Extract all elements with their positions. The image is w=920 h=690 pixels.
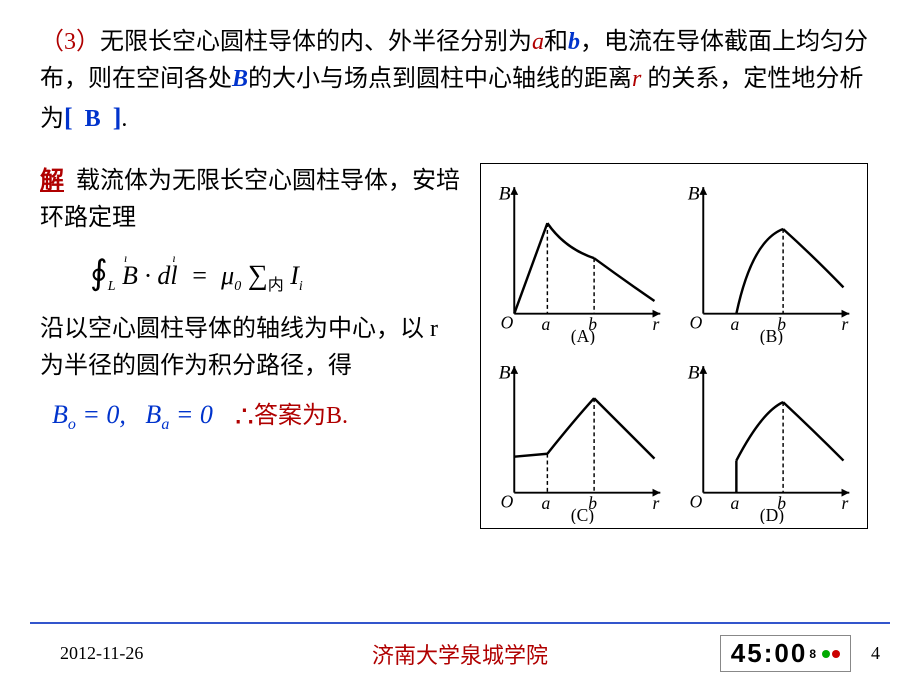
- svg-text:B: B: [688, 183, 700, 204]
- svg-text:r: r: [653, 314, 660, 334]
- solution-text-1: 解 载流体为无限长空心圆柱导体，安培环路定理: [40, 163, 466, 237]
- svg-text:(D): (D): [760, 505, 784, 524]
- svg-text:O: O: [501, 312, 514, 332]
- solution-label: 解: [40, 168, 64, 194]
- svg-text:r: r: [653, 493, 660, 513]
- svg-text:a: a: [542, 493, 551, 513]
- question-number: （3）: [40, 29, 100, 55]
- subplot-D: B O r a b (D): [676, 349, 861, 524]
- svg-text:B: B: [688, 363, 700, 384]
- timer-dot-green: [822, 650, 830, 658]
- svg-text:r: r: [842, 314, 849, 334]
- svg-text:B: B: [499, 363, 511, 384]
- svg-text:B: B: [499, 183, 511, 204]
- svg-text:(A): (A): [571, 326, 595, 345]
- svg-text:a: a: [731, 314, 740, 334]
- footer-timer: 45:008: [720, 635, 851, 672]
- conclusion: ∴答案为B.: [235, 395, 348, 431]
- footer-date: 2012-11-26: [60, 643, 143, 664]
- question-text: （3）无限长空心圆柱导体的内、外半径分别为a和b，电流在导体截面上均匀分布，则在…: [40, 24, 880, 139]
- footer: 2012-11-26 济南大学泉城学院 45:008 4: [30, 635, 890, 672]
- equation: L ıB · dıl = μ0 ∑内 Ii: [90, 253, 466, 295]
- svg-text:a: a: [542, 314, 551, 334]
- svg-text:O: O: [501, 491, 514, 511]
- subplot-A: B O r a b (A): [487, 170, 672, 345]
- solution-text-2: 沿以空心圆柱导体的轴线为中心，以 r 为半径的圆作为积分路径，得: [40, 311, 466, 385]
- svg-text:(C): (C): [571, 505, 595, 524]
- page-number: 4: [871, 643, 880, 664]
- footer-divider: [30, 622, 890, 624]
- subplot-B: B O r a b (B): [676, 170, 861, 345]
- svg-text:a: a: [731, 493, 740, 513]
- footer-university: 济南大学泉城学院: [372, 638, 548, 670]
- figure-panel: B O r a b (A): [480, 163, 868, 529]
- timer-dot-red: [832, 650, 840, 658]
- result-equation: Bo = 0, Ba = 0: [52, 400, 213, 434]
- subplot-C: B O r a b (C): [487, 349, 672, 524]
- svg-text:(B): (B): [760, 326, 784, 345]
- svg-text:r: r: [842, 493, 849, 513]
- answer-letter: B: [85, 106, 101, 132]
- svg-text:O: O: [690, 312, 703, 332]
- svg-text:O: O: [690, 491, 703, 511]
